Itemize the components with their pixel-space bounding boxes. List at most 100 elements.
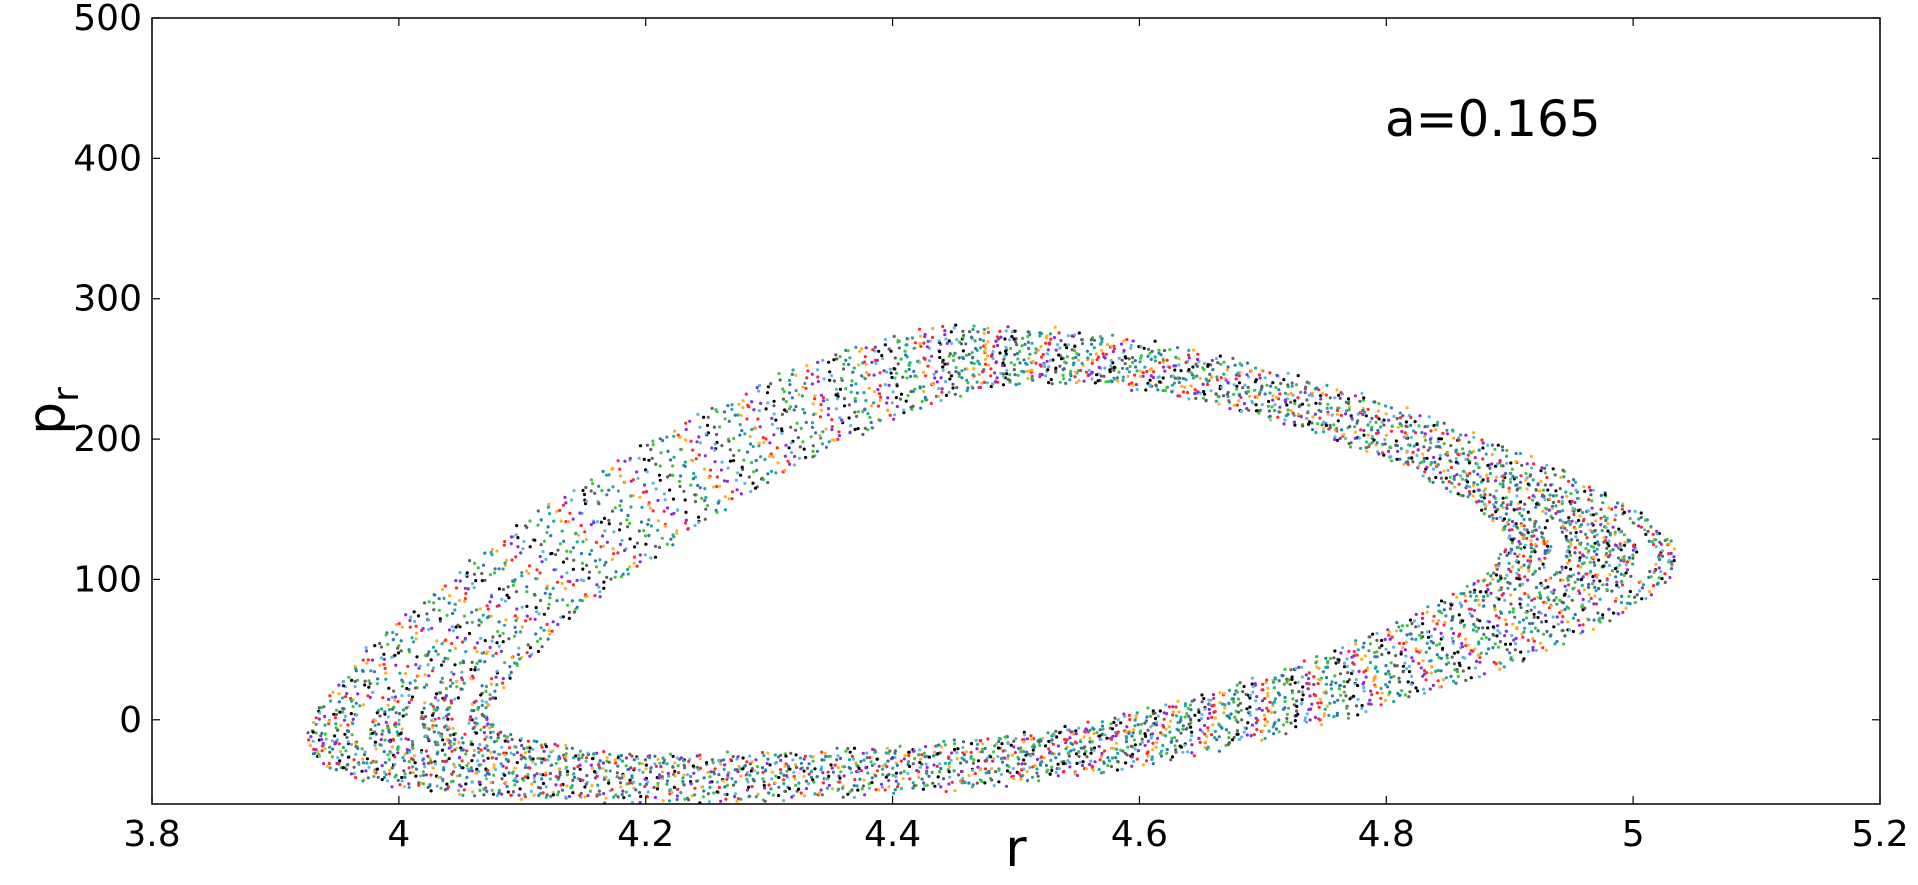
scatter-point [1499,515,1503,519]
scatter-point [644,763,649,767]
scatter-point [1457,482,1461,486]
scatter-point [693,500,698,504]
scatter-point [1510,520,1515,524]
scatter-point [1183,743,1187,747]
scatter-point [1451,641,1455,645]
scatter-point [489,730,493,735]
scatter-point [906,771,910,776]
scatter-point [737,764,741,769]
scatter-point [501,567,505,571]
scatter-point [633,767,637,771]
scatter-point [824,777,828,781]
scatter-point [983,746,987,751]
scatter-point [630,774,634,778]
scatter-point [1578,551,1582,555]
scatter-point [493,696,497,700]
scatter-point [745,760,749,764]
scatter-point [1560,600,1564,604]
scatter-point [484,652,488,656]
scatter-point [555,599,559,603]
scatter-point [1613,543,1617,547]
scatter-point [1307,393,1311,397]
scatter-point [1178,744,1182,748]
scatter-point [618,757,622,761]
scatter-point [1522,507,1526,512]
scatter-point [653,754,657,758]
scatter-point [1235,683,1239,687]
scatter-point [1540,620,1544,624]
scatter-point [1494,565,1498,569]
scatter-point [380,764,384,768]
scatter-point [850,771,854,775]
scatter-point [971,355,975,359]
scatter-point [1100,348,1104,352]
scatter-point [981,369,985,373]
scatter-point [1476,483,1480,487]
scatter-point [1432,455,1436,460]
scatter-point [894,396,899,400]
scatter-point [959,342,964,346]
scatter-point [1049,378,1053,382]
scatter-point [508,676,512,680]
scatter-point [816,380,821,384]
scatter-point [1322,430,1326,434]
scatter-point [354,701,358,705]
scatter-point [1296,396,1300,400]
scatter-point [1592,579,1596,583]
scatter-point [1417,424,1421,428]
scatter-point [1485,473,1489,477]
scatter-point [513,661,517,665]
scatter-point [931,781,935,785]
scatter-point [1185,712,1189,716]
scatter-point [536,756,540,761]
scatter-point [541,791,545,795]
scatter-point [1201,382,1205,386]
scatter-point [1399,650,1403,654]
scatter-point [396,747,400,752]
scatter-point [1161,376,1165,380]
scatter-point [1140,740,1144,744]
scatter-point [632,780,636,784]
scatter-point [407,760,411,764]
scatter-point [1392,414,1396,418]
scatter-point [917,770,921,774]
scatter-point [449,701,453,705]
scatter-point [1432,614,1436,619]
scatter-point [788,391,792,395]
scatter-point [624,790,629,794]
scatter-point [1190,743,1194,747]
scatter-point [470,610,474,614]
scatter-point [1478,619,1482,623]
scatter-point [1426,605,1430,609]
scatter-point [1531,494,1535,498]
scatter-point [393,695,397,699]
scatter-point [1154,723,1159,727]
scatter-point [1138,375,1142,379]
scatter-point [583,785,587,789]
scatter-point [417,783,421,787]
scatter-point [723,508,728,512]
scatter-point [1591,582,1595,586]
scatter-point [996,746,1001,750]
scatter-point [1478,590,1482,594]
scatter-point [898,744,902,748]
scatter-point [1383,438,1387,442]
scatter-point [1587,592,1591,597]
scatter-point [576,765,580,769]
scatter-point [513,625,517,630]
scatter-point [1211,368,1215,372]
scatter-point [1253,388,1257,392]
scatter-point [1513,615,1517,619]
scatter-point [613,506,617,510]
scatter-point [1539,559,1543,563]
scatter-point [976,765,980,769]
scatter-point [1458,474,1463,478]
scatter-point [1444,676,1448,680]
scatter-point [1460,477,1465,481]
scatter-point [1624,571,1628,575]
scatter-point [969,750,973,755]
scatter-point [1332,423,1336,427]
scatter-point [1348,424,1352,429]
scatter-point [1047,381,1051,385]
scatter-point [1178,394,1182,398]
